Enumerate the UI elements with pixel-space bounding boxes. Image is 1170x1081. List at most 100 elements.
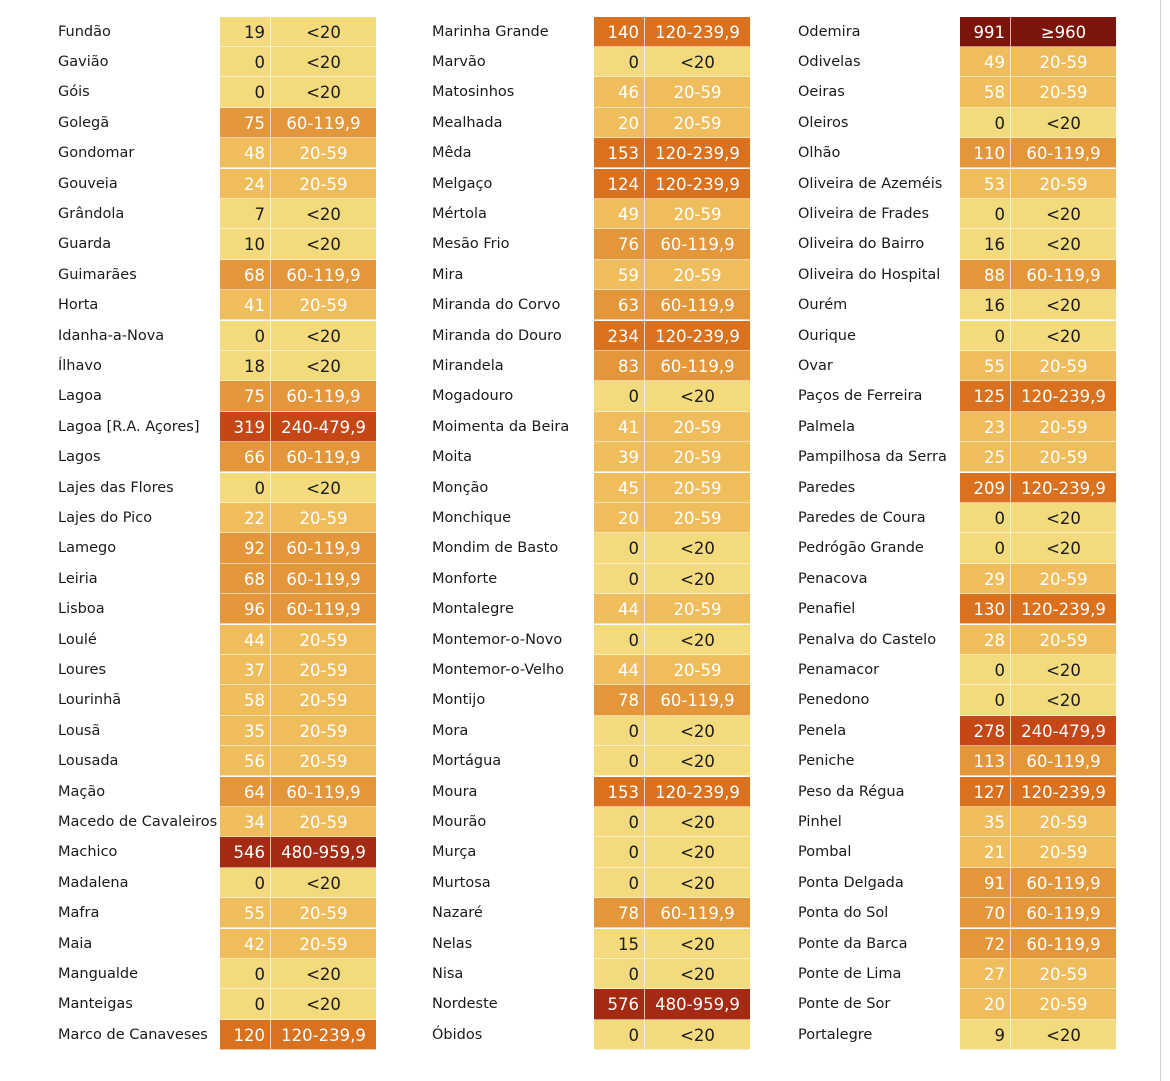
municipality-name: Lajes das Flores bbox=[58, 479, 174, 496]
municipality-row: Ovar 55 20-59 bbox=[0, 350, 1160, 382]
incidence-range-cell: <20 bbox=[270, 198, 376, 230]
case-count-cell: 0 bbox=[594, 1019, 644, 1051]
incidence-range-cell: 60-119,9 bbox=[270, 563, 376, 595]
case-count-cell: 53 bbox=[960, 168, 1010, 199]
incidence-range-cell: <20 bbox=[1010, 320, 1116, 351]
incidence-range-cell: 120-239,9 bbox=[644, 16, 750, 47]
incidence-range-cell: 60-119,9 bbox=[270, 594, 376, 625]
case-count-cell: 20 bbox=[594, 502, 644, 534]
case-count-cell: 88 bbox=[960, 259, 1010, 291]
case-count-cell: 0 bbox=[220, 989, 270, 1020]
municipality-row: Montemor-o-Velho 44 20-59 bbox=[0, 654, 1160, 686]
case-count-cell: 0 bbox=[220, 46, 270, 78]
incidence-range-cell: 20-59 bbox=[644, 442, 750, 473]
municipality-row: Montalegre 44 20-59 bbox=[0, 594, 1160, 625]
case-count-cell: 319 bbox=[220, 411, 270, 443]
municipality-name: Ponta do Sol bbox=[798, 905, 889, 922]
incidence-range-cell: <20 bbox=[270, 350, 376, 382]
incidence-range-cell: 20-59 bbox=[644, 259, 750, 291]
municipality-row: Lajes das Flores 0 <20 bbox=[0, 472, 1160, 503]
incidence-range-cell: 20-59 bbox=[1010, 989, 1116, 1020]
municipality-name: Mortágua bbox=[432, 753, 502, 770]
municipality-name: Lousada bbox=[58, 753, 119, 770]
municipality-name: Odivelas bbox=[798, 53, 861, 70]
municipality-name: Penela bbox=[798, 722, 847, 739]
incidence-range-cell: 20-59 bbox=[1010, 563, 1116, 595]
municipality-row: Mira 59 20-59 bbox=[0, 259, 1160, 291]
case-count-cell: 75 bbox=[220, 381, 270, 412]
case-count-cell: 0 bbox=[594, 806, 644, 838]
municipality-name: Lourinhã bbox=[58, 692, 122, 709]
municipality-row: Miranda do Corvo 63 60-119,9 bbox=[0, 290, 1160, 321]
incidence-range-cell: 20-59 bbox=[1010, 442, 1116, 473]
case-count-cell: 20 bbox=[960, 989, 1010, 1020]
incidence-range-cell: 240-479,9 bbox=[1010, 715, 1116, 747]
municipality-name: Oliveira de Azeméis bbox=[798, 175, 943, 192]
municipality-row: Peso da Régua 127 120-239,9 bbox=[0, 776, 1160, 807]
municipality-name: Lagoa [R.A. Açores] bbox=[58, 418, 200, 435]
incidence-range-cell: 120-239,9 bbox=[644, 168, 750, 199]
incidence-range-cell: 20-59 bbox=[270, 928, 376, 959]
incidence-range-cell: 60-119,9 bbox=[644, 898, 750, 929]
case-count-cell: 546 bbox=[220, 837, 270, 868]
municipality-name: Nordeste bbox=[432, 996, 498, 1013]
municipality-name: Moimenta da Beira bbox=[432, 418, 570, 435]
case-count-cell: 78 bbox=[594, 685, 644, 716]
municipality-name: Miranda do Douro bbox=[432, 327, 562, 344]
municipality-name: Ponte de Lima bbox=[798, 965, 902, 982]
municipality-row: Mortágua 0 <20 bbox=[0, 746, 1160, 777]
municipality-name: Nelas bbox=[432, 935, 473, 952]
municipality-row: Gouveia 24 20-59 bbox=[0, 168, 1160, 199]
municipality-name: Penamacor bbox=[798, 661, 880, 678]
municipality-name: Montijo bbox=[432, 692, 486, 709]
municipality-name: Góis bbox=[58, 84, 90, 101]
municipality-row: Penafiel 130 120-239,9 bbox=[0, 594, 1160, 625]
case-count-cell: 48 bbox=[220, 138, 270, 169]
incidence-range-cell: 20-59 bbox=[644, 107, 750, 139]
municipality-name: Paredes bbox=[798, 479, 856, 496]
case-count-cell: 0 bbox=[960, 198, 1010, 230]
municipality-name: Monchique bbox=[432, 509, 512, 526]
incidence-range-cell: 60-119,9 bbox=[1010, 138, 1116, 169]
incidence-range-cell: <20 bbox=[270, 320, 376, 351]
municipality-row: Óbidos 0 <20 bbox=[0, 1019, 1160, 1051]
municipality-row: Ponta do Sol 70 60-119,9 bbox=[0, 898, 1160, 929]
municipality-row: Mação 64 60-119,9 bbox=[0, 776, 1160, 807]
municipality-name: Mondim de Basto bbox=[432, 540, 559, 557]
municipality-name: Marvão bbox=[432, 53, 486, 70]
incidence-range-cell: 120-239,9 bbox=[644, 320, 750, 351]
case-count-cell: 91 bbox=[960, 867, 1010, 899]
municipality-name: Ponte de Sor bbox=[798, 996, 891, 1013]
incidence-range-cell: 20-59 bbox=[270, 502, 376, 534]
municipality-name: Lajes do Pico bbox=[58, 509, 153, 526]
incidence-range-cell: <20 bbox=[644, 958, 750, 990]
incidence-range-cell: 20-59 bbox=[1010, 350, 1116, 382]
case-count-cell: 68 bbox=[220, 563, 270, 595]
case-count-cell: 15 bbox=[594, 928, 644, 959]
case-count-cell: 37 bbox=[220, 654, 270, 686]
case-count-cell: 10 bbox=[220, 229, 270, 260]
case-count-cell: 56 bbox=[220, 746, 270, 777]
municipality-row: Loulé 44 20-59 bbox=[0, 624, 1160, 655]
municipality-name: Leiria bbox=[58, 570, 98, 587]
incidence-range-cell: <20 bbox=[1010, 685, 1116, 716]
incidence-range-cell: 20-59 bbox=[644, 198, 750, 230]
municipality-name: Golegã bbox=[58, 114, 110, 131]
municipality-name: Oleiros bbox=[798, 114, 849, 131]
municipality-row: Penacova 29 20-59 bbox=[0, 563, 1160, 595]
incidence-range-cell: 20-59 bbox=[644, 594, 750, 625]
incidence-range-cell: <20 bbox=[270, 989, 376, 1020]
municipality-name: Idanha-a-Nova bbox=[58, 327, 165, 344]
municipality-name: Penacova bbox=[798, 570, 868, 587]
municipality-row: Pampilhosa da Serra 25 20-59 bbox=[0, 442, 1160, 473]
municipality-name: Palmela bbox=[798, 418, 855, 435]
incidence-range-cell: 60-119,9 bbox=[270, 381, 376, 412]
municipality-row: Paredes de Coura 0 <20 bbox=[0, 502, 1160, 534]
municipality-row: Machico 546 480-959,9 bbox=[0, 837, 1160, 868]
incidence-range-cell: 20-59 bbox=[1010, 168, 1116, 199]
incidence-range-cell: 20-59 bbox=[1010, 624, 1116, 655]
municipality-row: Idanha-a-Nova 0 <20 bbox=[0, 320, 1160, 351]
municipality-name: Mora bbox=[432, 722, 469, 739]
municipality-row: Olhão 110 60-119,9 bbox=[0, 138, 1160, 169]
